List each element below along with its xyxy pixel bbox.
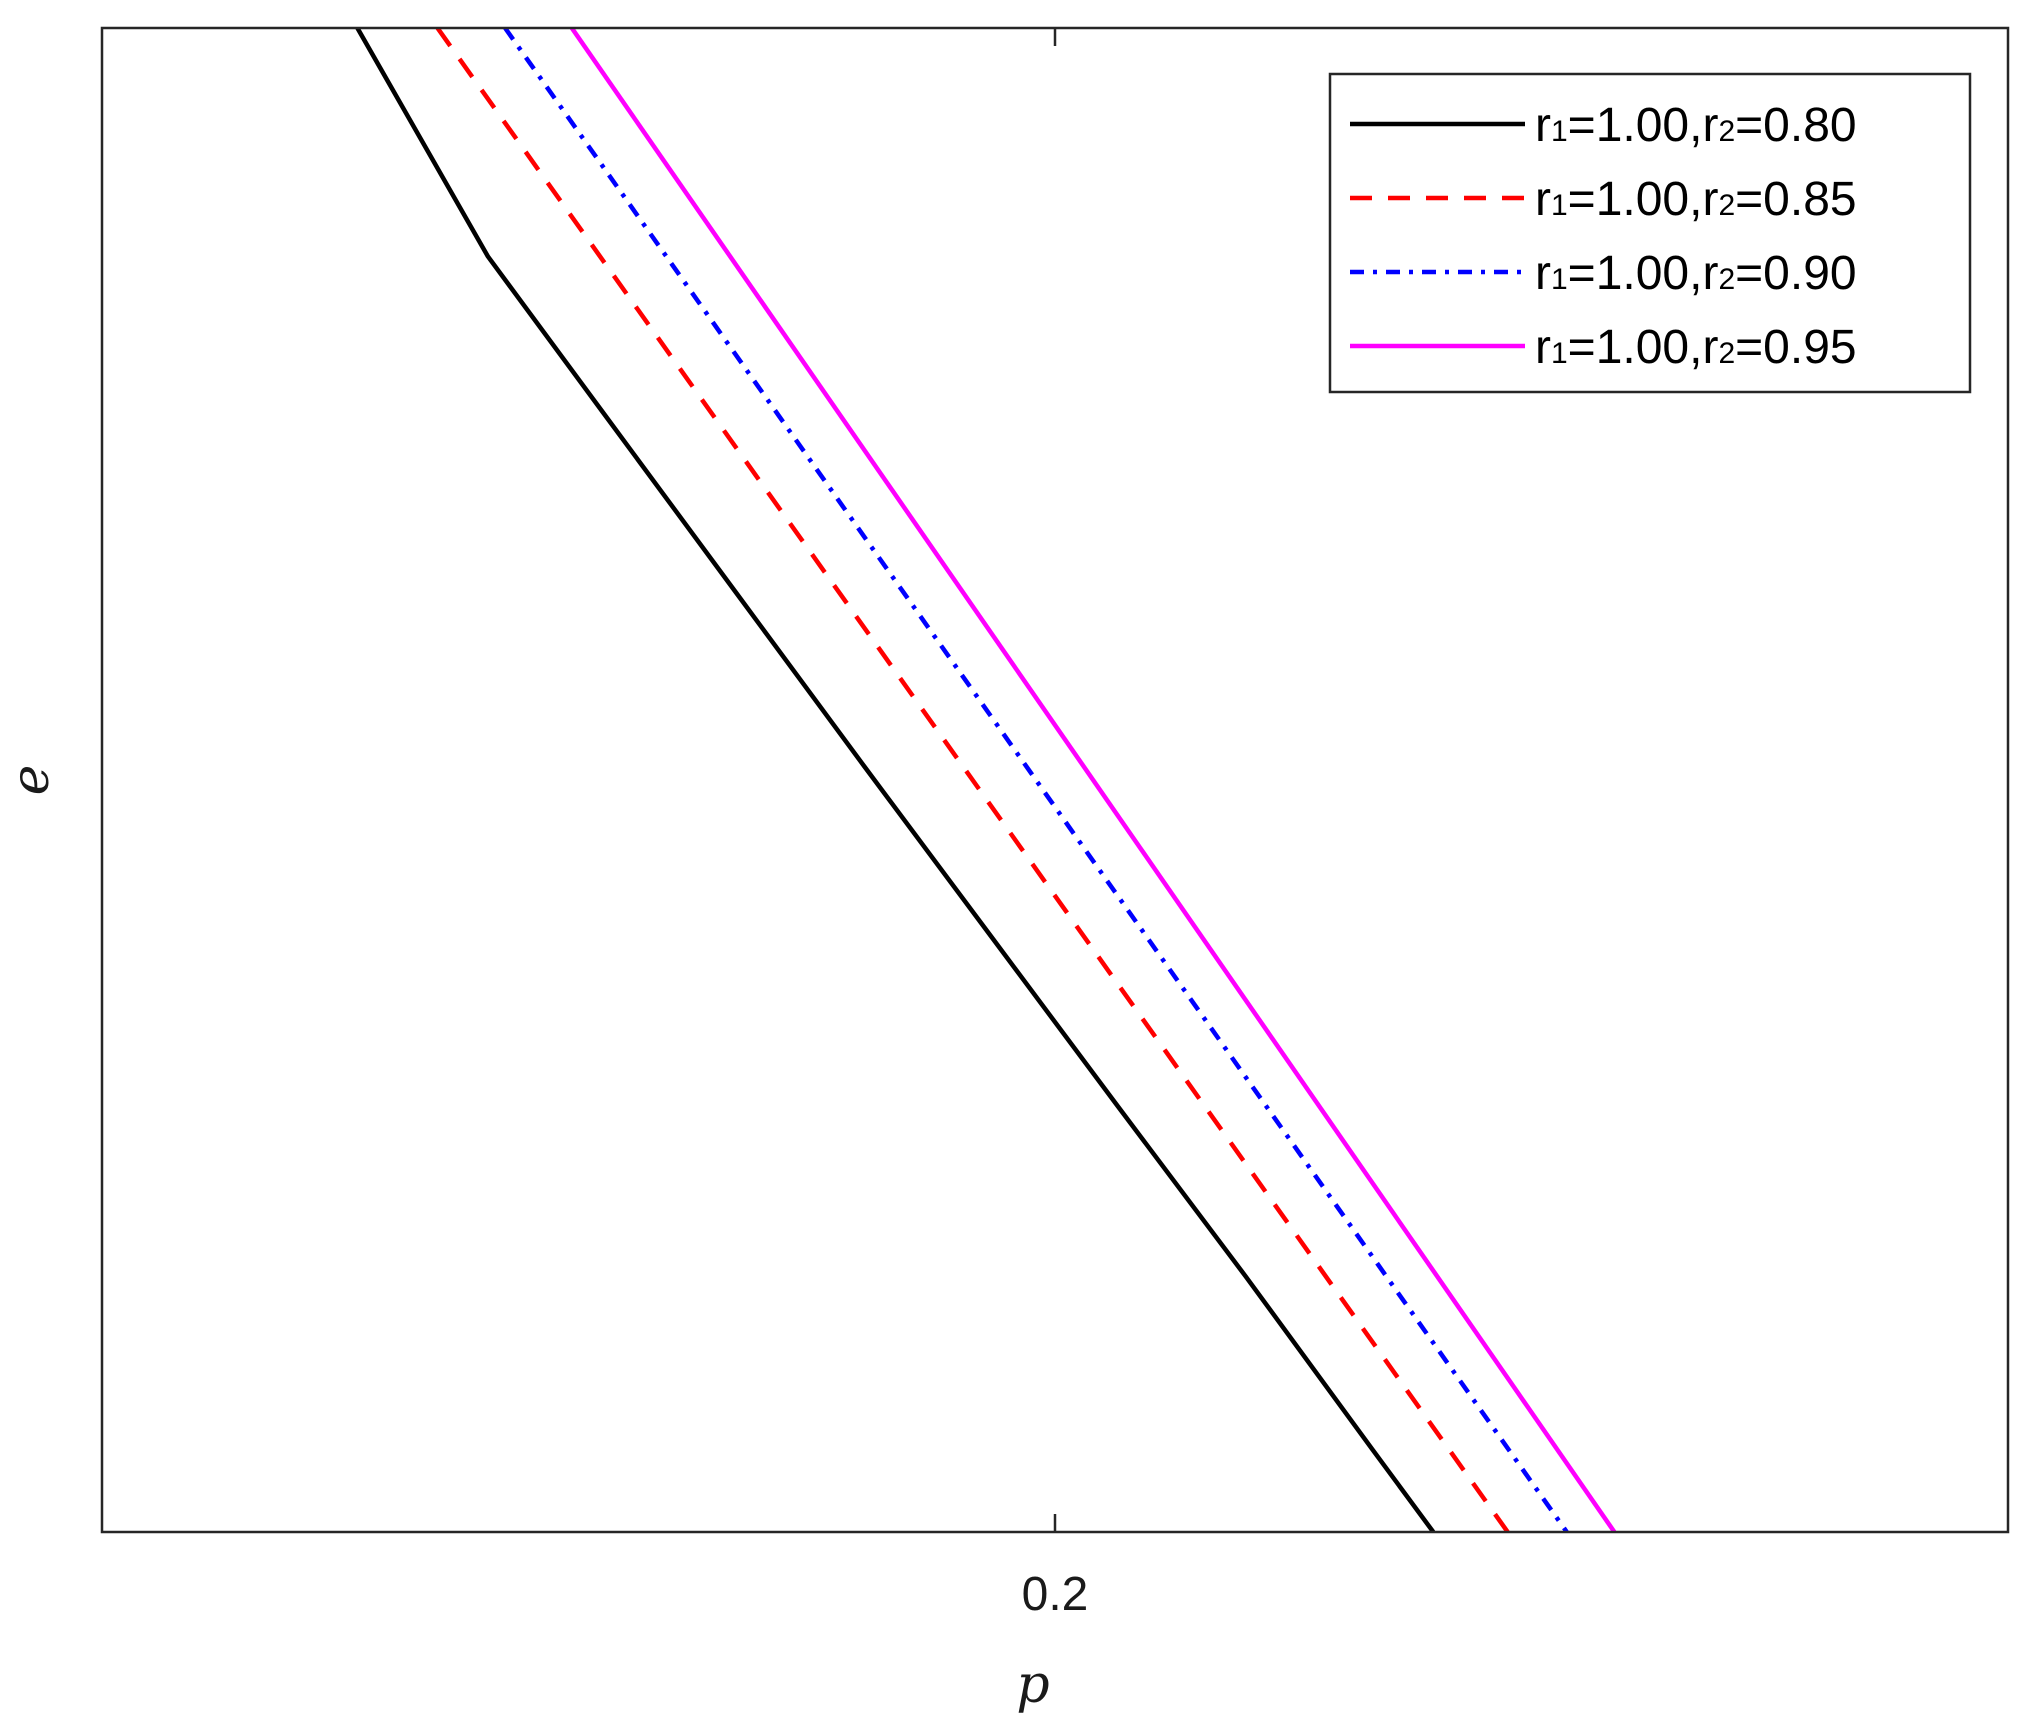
series-layer <box>355 28 1617 1532</box>
series-line-1 <box>355 28 1436 1532</box>
y-axis-label: e <box>1 765 61 796</box>
legend: r1=1.00,r2=0.80 r1=1.00,r2=0.85 r1=1.00,r2… <box>1328 72 1972 394</box>
tick-layer: 0.2 <box>1022 28 1089 1621</box>
x-tick-label: 0.2 <box>1022 1568 1089 1621</box>
legend-label-1: r1=1.00,r2=0.80 <box>1535 99 1857 152</box>
legend-label-2: r1=1.00,r2=0.85 <box>1535 173 1857 226</box>
series-line-2 <box>435 28 1510 1532</box>
series-line-4 <box>569 28 1617 1532</box>
legend-box <box>1328 72 1972 394</box>
x-axis-label: p <box>1016 1655 1049 1715</box>
legend-label-4: r1=1.00,r2=0.95 <box>1535 321 1857 374</box>
legend-label-3: r1=1.00,r2=0.90 <box>1535 247 1857 300</box>
